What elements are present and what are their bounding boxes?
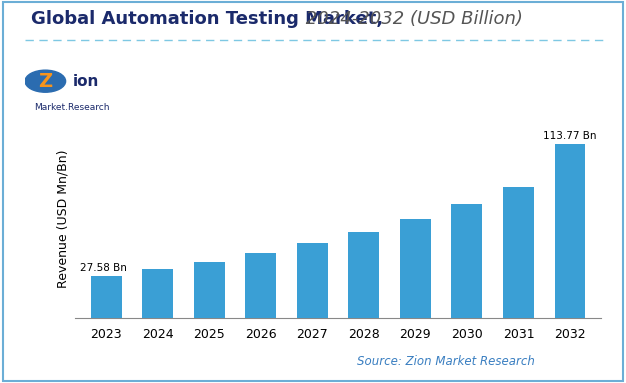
Text: Market.Research: Market.Research — [34, 103, 110, 112]
Bar — [297, 244, 328, 318]
Text: Source: Zion Market Research: Source: Zion Market Research — [357, 355, 535, 368]
Bar — [400, 219, 431, 318]
Circle shape — [25, 70, 66, 92]
Bar — [348, 232, 379, 318]
Text: 2024-2032 (USD Billion): 2024-2032 (USD Billion) — [300, 10, 523, 28]
Text: 113.77 Bn: 113.77 Bn — [543, 131, 597, 141]
Text: CAGR : 15.20%: CAGR : 15.20% — [48, 354, 158, 367]
Text: ion: ion — [73, 74, 99, 89]
Text: Z: Z — [38, 72, 53, 91]
Bar — [451, 204, 483, 318]
Bar — [193, 262, 225, 318]
Bar — [245, 253, 276, 318]
Text: 27.58 Bn: 27.58 Bn — [80, 263, 127, 273]
Y-axis label: Revenue (USD Mn/Bn): Revenue (USD Mn/Bn) — [56, 149, 69, 288]
Bar — [142, 269, 173, 318]
Bar — [555, 144, 585, 318]
Text: Global Automation Testing Market,: Global Automation Testing Market, — [31, 10, 383, 28]
Bar — [503, 187, 534, 318]
Bar — [91, 276, 121, 318]
